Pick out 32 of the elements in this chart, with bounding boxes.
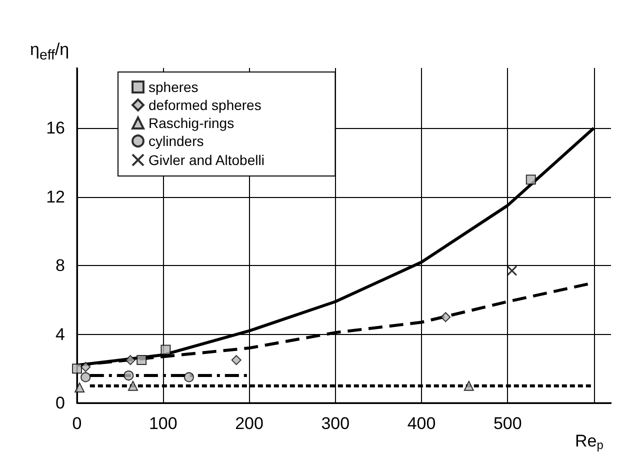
legend-label: spheres xyxy=(148,79,198,95)
legend-label: cylinders xyxy=(148,133,204,149)
legend-label: deformed spheres xyxy=(148,97,262,113)
point xyxy=(526,174,536,185)
y-axis-title: η$_{eff}$/η xyxy=(30,40,70,64)
x-tick-label: 500 xyxy=(493,414,522,433)
x-tick-label: 200 xyxy=(235,414,264,433)
y-tick-label: 8 xyxy=(56,256,65,276)
x-tick-label: 400 xyxy=(407,414,436,433)
point xyxy=(440,312,451,322)
point xyxy=(184,372,194,382)
point xyxy=(72,364,82,374)
y-tick-label: 0 xyxy=(56,394,65,412)
x-tick-label: 0 xyxy=(72,414,82,433)
y-tick-label: 12 xyxy=(46,187,65,206)
point xyxy=(136,355,147,366)
y-tick-label: 16 xyxy=(46,118,65,138)
y-tick-label: 4 xyxy=(56,324,65,344)
point xyxy=(124,370,134,381)
point xyxy=(506,265,518,276)
x-tick-label: 100 xyxy=(148,414,178,433)
legend-label: Givler and Altobelli xyxy=(148,152,264,168)
legend-label: Raschig-rings xyxy=(148,115,234,131)
point xyxy=(231,355,242,366)
point xyxy=(80,362,91,372)
point xyxy=(125,355,136,366)
point xyxy=(74,382,85,393)
point xyxy=(464,380,474,391)
point xyxy=(80,372,91,382)
point xyxy=(160,344,171,355)
point xyxy=(128,380,138,391)
x-tick-label: 300 xyxy=(321,414,350,433)
